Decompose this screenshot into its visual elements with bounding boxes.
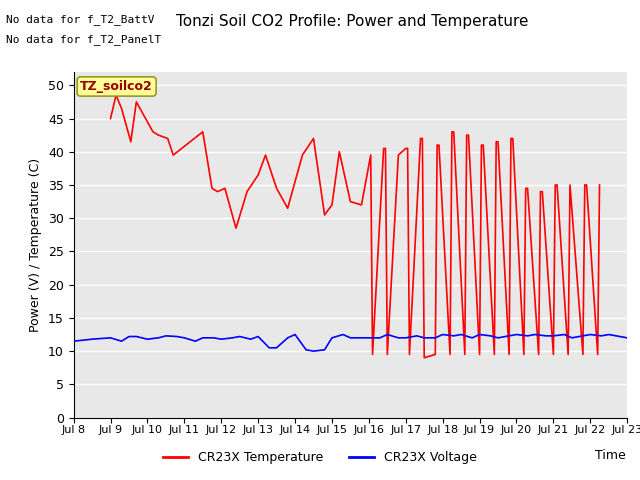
X-axis label: Time: Time xyxy=(595,449,626,462)
Text: No data for f_T2_BattV: No data for f_T2_BattV xyxy=(6,14,155,25)
Text: No data for f_T2_PanelT: No data for f_T2_PanelT xyxy=(6,34,162,45)
Text: TZ_soilco2: TZ_soilco2 xyxy=(80,80,153,93)
Y-axis label: Power (V) / Temperature (C): Power (V) / Temperature (C) xyxy=(29,158,42,332)
Text: Tonzi Soil CO2 Profile: Power and Temperature: Tonzi Soil CO2 Profile: Power and Temper… xyxy=(176,14,528,29)
Legend: CR23X Temperature, CR23X Voltage: CR23X Temperature, CR23X Voltage xyxy=(159,446,481,469)
